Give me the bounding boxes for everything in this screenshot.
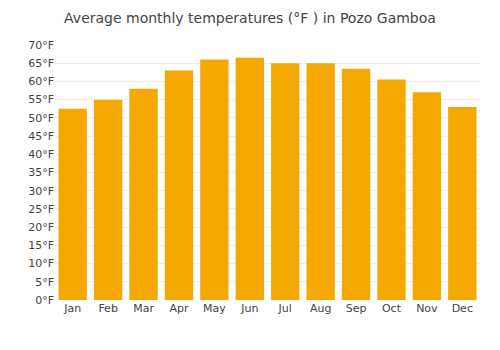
svg-text:Mar: Mar [133,302,154,315]
svg-text:65°F: 65°F [28,57,54,70]
svg-text:Nov: Nov [416,302,438,315]
svg-text:0°F: 0°F [35,294,54,307]
svg-text:Jan: Jan [63,302,81,315]
svg-text:25°F: 25°F [28,203,54,216]
svg-text:Dec: Dec [452,302,473,315]
svg-text:15°F: 15°F [28,239,54,252]
svg-text:Oct: Oct [382,302,402,315]
svg-text:Jul: Jul [278,302,292,315]
svg-text:45°F: 45°F [28,130,54,143]
svg-text:Feb: Feb [98,302,117,315]
svg-text:10°F: 10°F [28,257,54,270]
svg-text:55°F: 55°F [28,93,54,106]
svg-text:70°F: 70°F [28,39,54,52]
svg-text:Aug: Aug [310,302,331,315]
svg-text:50°F: 50°F [28,112,54,125]
svg-text:35°F: 35°F [28,166,54,179]
svg-text:30°F: 30°F [28,185,54,198]
svg-text:Sep: Sep [346,302,367,315]
svg-text:5°F: 5°F [35,276,54,289]
svg-text:Average monthly temperatures (: Average monthly temperatures (°F ) in Po… [64,10,436,26]
svg-text:20°F: 20°F [28,221,54,234]
svg-text:40°F: 40°F [28,148,54,161]
svg-text:60°F: 60°F [28,75,54,88]
svg-text:May: May [203,302,226,315]
svg-text:Jun: Jun [240,302,258,315]
svg-text:Apr: Apr [169,302,189,315]
